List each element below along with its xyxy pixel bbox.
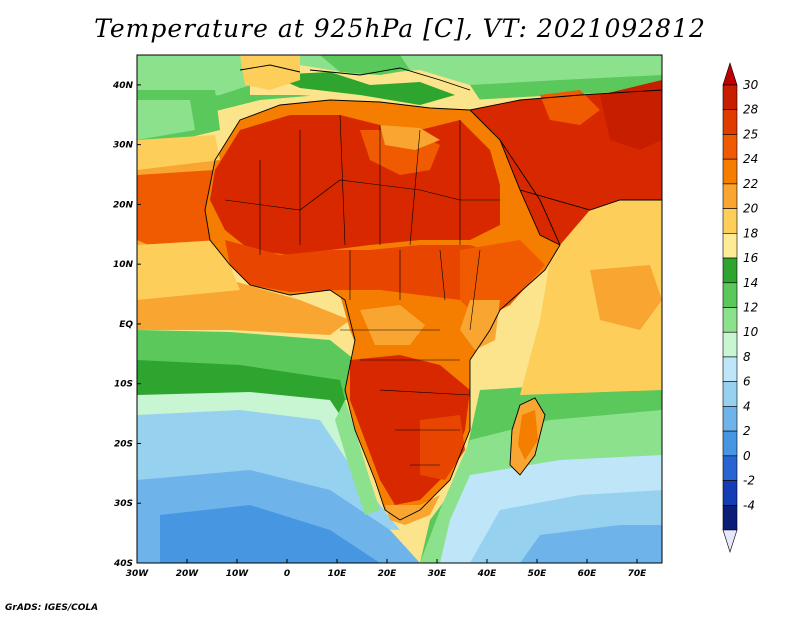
lat-tick-label: 10S <box>114 380 133 390</box>
colorbar-label: 10 <box>743 325 759 339</box>
lat-tick-label: 30N <box>113 141 134 151</box>
lat-tick-label: 30S <box>114 499 133 509</box>
mozambique-warm <box>420 415 465 480</box>
colorbar-label: 24 <box>743 152 758 166</box>
north-africa-borders <box>224 114 500 255</box>
colorbar-segment <box>722 307 738 333</box>
coastlines <box>204 64 662 521</box>
temperature-field <box>137 55 662 563</box>
libya-warm-yellow <box>380 125 440 150</box>
lat-tick-label: 40N <box>112 81 134 91</box>
lat-tick-label: 20S <box>114 439 133 449</box>
colorbar-segment <box>722 381 738 407</box>
colorbar-label: 0 <box>743 449 751 463</box>
lon-tick-label: 30W <box>126 569 150 579</box>
lon-tick-label: 30E <box>428 569 448 579</box>
colorbar-segment <box>722 282 738 308</box>
lat-tick-label: 40S <box>113 559 133 569</box>
plot-frame <box>136 54 663 564</box>
canary-current <box>137 135 220 170</box>
lon-tick-label: 0 <box>284 569 290 579</box>
iberia-warm <box>240 55 300 90</box>
north-atlantic-lightgreen <box>137 100 195 140</box>
colorbar-segment <box>722 233 738 259</box>
colorbar-segment <box>722 406 738 432</box>
colorbar-label: 6 <box>743 375 751 389</box>
madagascar-coastline <box>509 397 546 476</box>
latitude-axis: 40S 30S 20S 10S EQ 10N 20N 30N 40N <box>112 81 141 569</box>
east-africa-highlands <box>460 300 500 350</box>
colorbar-segment <box>722 430 738 457</box>
colorbar-segment <box>722 134 738 160</box>
colorbar-segment <box>722 84 738 111</box>
congo-basin-yellow <box>360 305 425 345</box>
colorbar-segment <box>722 331 738 358</box>
levant-warm <box>540 90 600 125</box>
sahel-band <box>225 240 500 300</box>
lon-tick-label: 50E <box>528 569 548 579</box>
colorbar-label: 22 <box>743 177 758 191</box>
lat-tick-label: 10N <box>113 260 134 270</box>
colorbar-label: 28 <box>743 103 759 117</box>
subsaharan-borders <box>340 249 481 466</box>
madagascar-interior <box>518 410 538 460</box>
benguela-upwelling <box>335 400 380 515</box>
map-title: Temperature at 925hPa [C], VT: 202109281… <box>94 14 706 43</box>
colorbar-label: -4 <box>743 498 755 512</box>
europe-coastline <box>239 64 471 91</box>
gulf-of-guinea-yellow <box>137 240 240 300</box>
colorbar-segment <box>722 158 738 185</box>
atlantic-trade-wind-warm <box>137 170 220 250</box>
south-atlantic-deepblue <box>160 505 380 563</box>
arabia-coastline <box>469 89 662 246</box>
colorbar-label: 25 <box>743 127 758 141</box>
iran-hot <box>600 80 662 150</box>
cape-region-warm <box>385 495 440 525</box>
colorbar-label: 8 <box>743 350 751 364</box>
lon-tick-label: 10W <box>226 569 250 579</box>
colorbar-segment <box>722 455 738 481</box>
indian-ocean-orange-patch <box>590 265 662 330</box>
colorbar-label: 14 <box>743 276 758 290</box>
colorbar-label: 2 <box>743 424 751 438</box>
sahara-hot <box>210 115 500 255</box>
mediterranean-green <box>270 72 455 105</box>
lat-tick-label: 20N <box>113 200 134 210</box>
colorbar-label: 12 <box>743 301 758 315</box>
lon-tick-label: 60E <box>578 569 598 579</box>
lon-tick-label: 10E <box>328 569 348 579</box>
colorbar-bottom-arrow <box>722 529 738 553</box>
lon-tick-label: 20W <box>176 569 200 579</box>
colorbar-segment <box>722 504 738 531</box>
colorbar-top-arrow <box>722 62 738 86</box>
colorbar-label: 18 <box>743 226 759 240</box>
country-borders <box>224 114 500 466</box>
credit-label: GrADS: IGES/COLA <box>5 603 99 613</box>
lon-tick-label: 20E <box>378 569 398 579</box>
colorbar-label: 4 <box>743 399 751 413</box>
indian-ocean-blue <box>520 525 662 563</box>
colorbar-label: 30 <box>743 78 759 92</box>
africa-coastline <box>204 99 561 521</box>
longitude-axis: 30W 20W 10W 0 10E 20E 30E 40E 50E 60E 70E <box>126 559 647 579</box>
colorbar-segment <box>722 109 738 135</box>
lat-tick-label: EQ <box>119 320 133 330</box>
colorbar-segment <box>722 356 738 382</box>
colorbar-segment <box>722 480 738 506</box>
colorbar-label: -2 <box>743 474 755 488</box>
colorbar-segment <box>722 208 738 234</box>
colorbar-segment <box>722 257 738 284</box>
lon-tick-label: 70E <box>628 569 648 579</box>
colorbar-segment <box>722 183 738 209</box>
colorbar-label: 20 <box>743 202 759 216</box>
lon-tick-label: 40E <box>477 569 498 579</box>
colorbar-label: 16 <box>743 251 759 265</box>
